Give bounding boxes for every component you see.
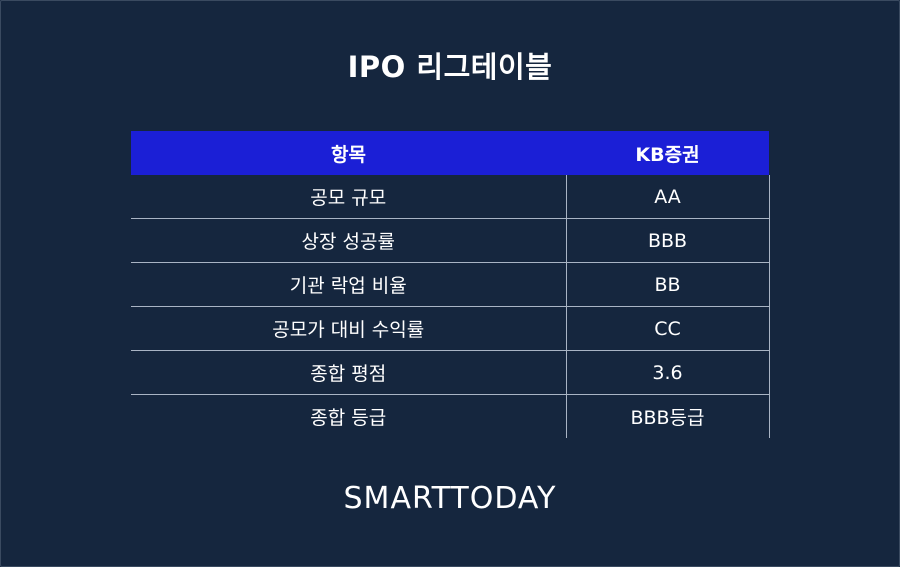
table-row: 공모가 대비 수익률 CC xyxy=(131,306,770,351)
row-item: 상장 성공률 xyxy=(131,218,566,263)
row-value: BBB등급 xyxy=(565,394,770,438)
page-title: IPO 리그테이블 xyxy=(347,50,553,84)
header-kb-securities: KB증권 xyxy=(566,131,769,175)
row-value: BB xyxy=(565,262,770,307)
table-row: 종합 평점 3.6 xyxy=(131,350,770,395)
smarttoday-logo: SMARTTODAY xyxy=(343,481,557,516)
row-item: 종합 등급 xyxy=(310,407,387,429)
table-row: 종합 등급 BBB등급 xyxy=(131,394,770,438)
row-value: AA xyxy=(565,175,770,219)
row-item: 공모 규모 xyxy=(131,175,566,219)
row-value: 3.6 xyxy=(565,350,770,395)
header-item: 항목 xyxy=(131,131,566,175)
row-value: CC xyxy=(565,306,770,351)
table-row: 상장 성공률 BBB xyxy=(131,218,770,263)
row-value: BBB xyxy=(565,218,770,263)
table-header-row: 항목 KB증권 xyxy=(131,131,769,175)
table-row: 기관 락업 비율 BB xyxy=(131,262,770,307)
row-item: 종합 평점 xyxy=(131,350,566,395)
row-item: 공모가 대비 수익률 xyxy=(131,306,566,351)
row-item: 기관 락업 비율 xyxy=(131,262,566,307)
table-row: 공모 규모 AA xyxy=(131,175,770,219)
rating-table: 항목 KB증권 공모 규모 AA 상장 성공률 BBB 기관 락업 비율 BB … xyxy=(131,131,770,438)
